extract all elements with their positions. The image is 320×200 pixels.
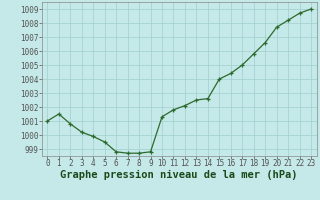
X-axis label: Graphe pression niveau de la mer (hPa): Graphe pression niveau de la mer (hPa) [60,170,298,180]
